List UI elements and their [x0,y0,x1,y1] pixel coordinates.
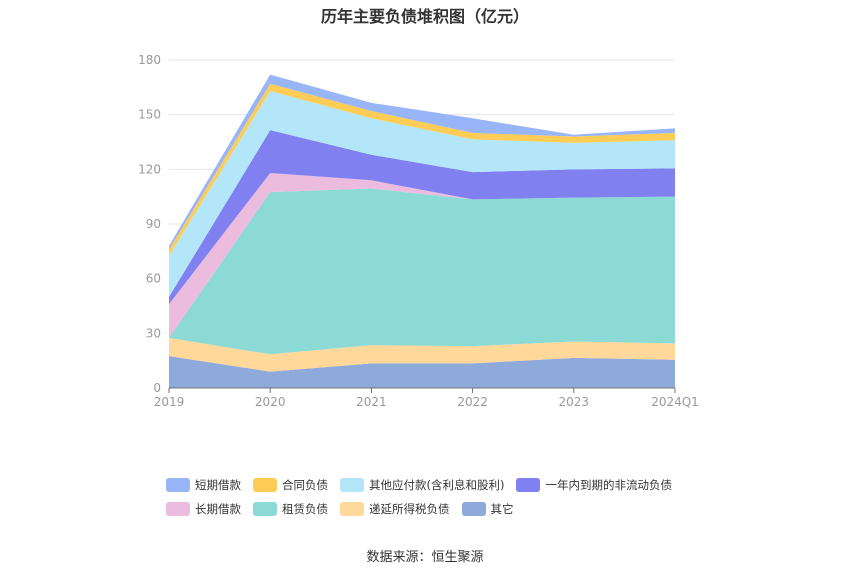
legend-row: 长期借款 租赁负债 递延所得税负债 其它 [166,497,726,521]
legend-label: 租赁负债 [282,502,328,516]
legend-item[interactable]: 合同负债 [253,477,328,493]
legend-label: 其它 [490,502,514,516]
y-tick-label: 30 [146,326,161,340]
legend-swatch [461,502,486,516]
legend-item[interactable]: 租赁负债 [253,501,328,517]
x-tick-label: 2022 [457,395,488,409]
legend-item[interactable]: 一年内到期的非流动负债 [516,477,672,493]
legend-label: 短期借款 [195,478,241,492]
data-source: 数据来源：恒生聚源 [366,550,484,565]
legend-swatch [253,502,277,516]
legend-swatch [516,478,541,492]
area-series-2[interactable] [169,188,675,355]
legend-swatch [253,478,277,492]
chart-title: 历年主要负债堆积图（亿元） [320,7,529,26]
legend-swatch [340,502,364,516]
legend-item[interactable]: 其他应付款(含利息和股利) [340,477,504,493]
x-tick-label: 2023 [559,395,590,409]
chart-legend: 短期借款 合同负债 其他应付款(含利息和股利) 一年内到期的非流动负债长期借款 租赁负债… [166,473,726,521]
y-tick-label: 60 [146,272,161,286]
area-series-1[interactable] [169,337,675,372]
legend-swatch [166,478,190,492]
y-tick-label: 120 [138,162,161,176]
legend-label: 一年内到期的非流动负债 [545,478,672,492]
y-tick-label: 180 [138,53,161,67]
legend-item[interactable]: 长期借款 [166,501,241,517]
legend-item[interactable]: 递延所得税负债 [340,501,450,517]
legend-label: 长期借款 [195,502,241,516]
legend-label: 合同负债 [282,478,328,492]
legend-swatch [340,478,364,492]
y-tick-label: 0 [153,381,161,395]
legend-label: 递延所得税负债 [369,502,450,516]
x-tick-label: 2021 [356,395,387,409]
x-tick-label: 2024Q1 [651,395,699,409]
legend-item[interactable]: 其它 [461,501,514,517]
x-tick-label: 2020 [255,395,286,409]
y-tick-label: 90 [146,217,161,231]
area-series-4[interactable] [169,130,675,305]
x-tick-label: 2019 [154,395,185,409]
y-tick-label: 150 [138,108,161,122]
legend-item[interactable]: 短期借款 [166,477,241,493]
legend-row: 短期借款 合同负债 其他应付款(含利息和股利) 一年内到期的非流动负债 [166,473,726,497]
legend-swatch [166,502,190,516]
area-series-5[interactable] [169,90,675,297]
legend-label: 其他应付款(含利息和股利) [369,478,505,492]
area-series-0[interactable] [169,356,675,388]
